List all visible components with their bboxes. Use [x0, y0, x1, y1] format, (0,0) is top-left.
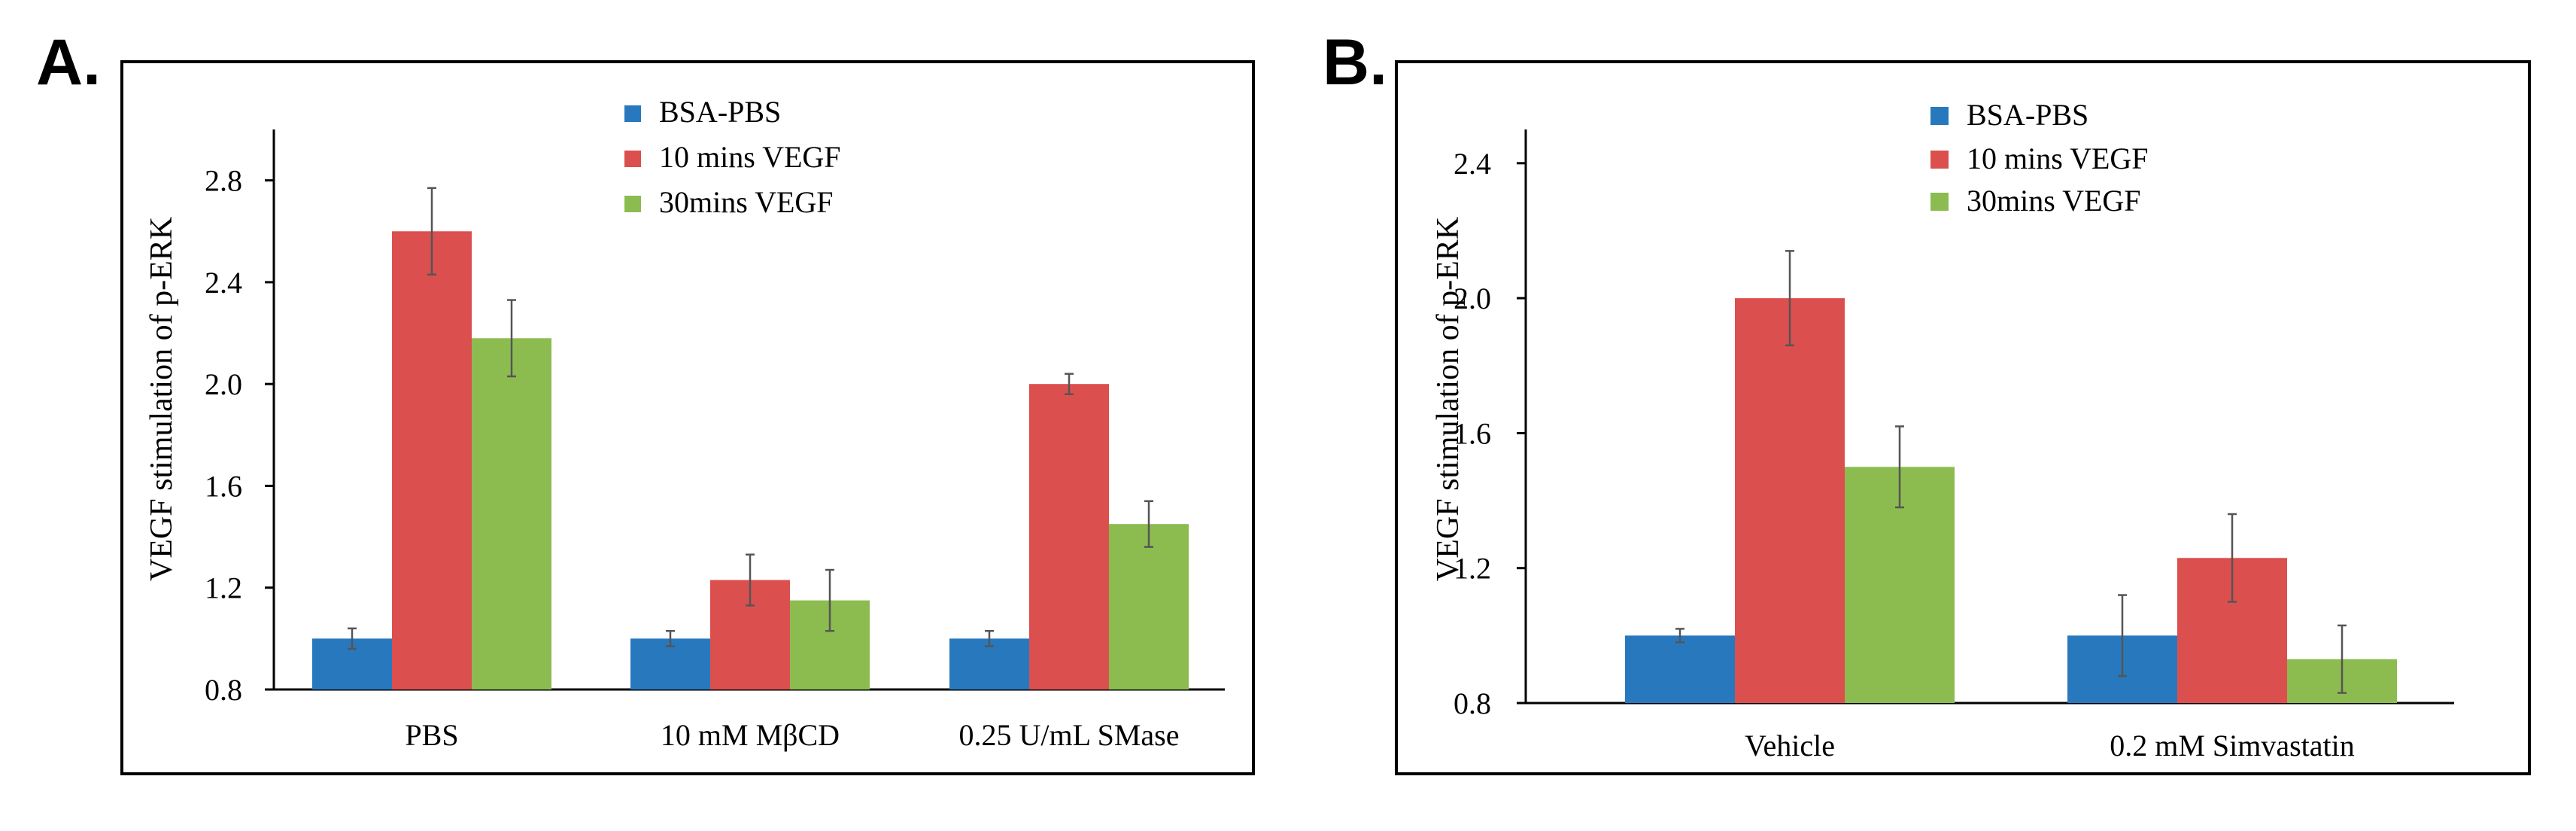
legend-label: BSA-PBS: [659, 95, 781, 129]
bar-10-mins-vegf-0: [1735, 298, 1845, 703]
legend-swatch: [1930, 151, 1949, 169]
legend-label: 10 mins VEGF: [1967, 142, 2149, 175]
y-tick-label: 0.8: [205, 673, 242, 707]
bar-30mins-vegf-0: [472, 338, 551, 689]
panel-a: A. 0.8 1.2 1.6 2.0 2.4 2.8 VEGF stimulation of…: [36, 26, 1253, 774]
category-label: 0.2 mM Simvastatin: [2110, 729, 2355, 763]
figure: A. 0.8 1.2 1.6 2.0 2.4 2.8 VEGF stimulation of…: [0, 0, 2576, 831]
legend-swatch: [624, 105, 641, 122]
legend-swatch: [624, 151, 641, 167]
legend-swatch: [624, 196, 641, 212]
bar-30mins-vegf-2: [1109, 524, 1189, 689]
y-tick-label: 0.8: [1454, 686, 1491, 720]
y-axis-label: VEGF stimulation of p-ERK: [144, 217, 179, 581]
category-label: 0.25 U/mL SMase: [959, 718, 1180, 752]
legend-label: BSA-PBS: [1967, 98, 2088, 132]
y-tick-label: 2.4: [1454, 147, 1491, 181]
bar-bsa-pbs-0: [1625, 635, 1735, 703]
category-label: Vehicle: [1745, 729, 1835, 763]
bar-10-mins-vegf-0: [392, 231, 472, 689]
category-label: 10 mM MβCD: [661, 718, 840, 752]
y-tick-label: 1.6: [205, 469, 242, 503]
y-tick-label: 2.0: [205, 367, 242, 401]
bar-10-mins-vegf-2: [1029, 384, 1109, 689]
legend-label: 30mins VEGF: [1967, 184, 2141, 218]
panel-a-letter: A.: [36, 26, 101, 99]
category-label: PBS: [405, 718, 458, 752]
y-tick-label: 1.2: [205, 571, 242, 605]
y-tick-label: 2.8: [205, 164, 242, 198]
legend-swatch: [1930, 193, 1949, 211]
legend-swatch: [1930, 107, 1949, 125]
y-axis-label: VEGF stimulation of p-ERK: [1431, 217, 1466, 581]
legend-label: 30mins VEGF: [659, 185, 834, 219]
legend-label: 10 mins VEGF: [659, 140, 841, 174]
y-tick-label: 2.4: [205, 266, 242, 300]
panel-b-letter: B.: [1323, 26, 1387, 99]
